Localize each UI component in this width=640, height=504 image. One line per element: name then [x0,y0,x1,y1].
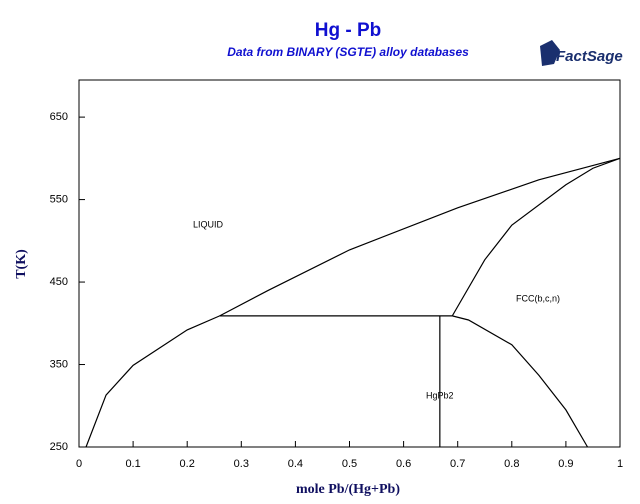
phase-label: HgPb2 [426,390,454,400]
phase-boundary [452,315,589,448]
x-tick-label: 0.9 [558,458,573,470]
logo-text: FactSage [556,48,623,65]
chart-title: Hg - Pb [315,20,382,41]
phase-boundary [219,157,621,317]
x-tick-label: 0 [76,458,82,470]
phase-label: FCC(b,c,n) [516,293,560,303]
phase-label: LIQUID [193,219,224,229]
logo-icon [540,40,560,66]
x-axis-label: mole Pb/(Hg+Pb) [296,482,400,497]
x-tick-label: 1 [617,458,623,470]
y-tick-label: 350 [50,358,68,370]
phase-boundary [451,157,621,317]
y-tick-label: 450 [50,276,68,288]
x-tick-label: 0.1 [125,458,140,470]
x-tick-label: 0.6 [396,458,411,470]
phase-boundary [85,315,220,448]
y-axis-label: T(K) [14,249,29,279]
y-tick-label: 250 [50,441,68,453]
x-tick-label: 0.4 [288,458,303,470]
y-tick-label: 550 [50,193,68,205]
x-tick-label: 0.8 [504,458,519,470]
logo: FactSage [540,40,623,66]
plot-frame [78,79,621,448]
x-tick-label: 0.3 [234,458,249,470]
x-tick-label: 0.5 [342,458,357,470]
x-tick-label: 0.2 [180,458,195,470]
y-tick-label: 650 [50,111,68,123]
chart-subtitle: Data from BINARY (SGTE) alloy databases [227,45,469,59]
x-tick-label: 0.7 [450,458,465,470]
